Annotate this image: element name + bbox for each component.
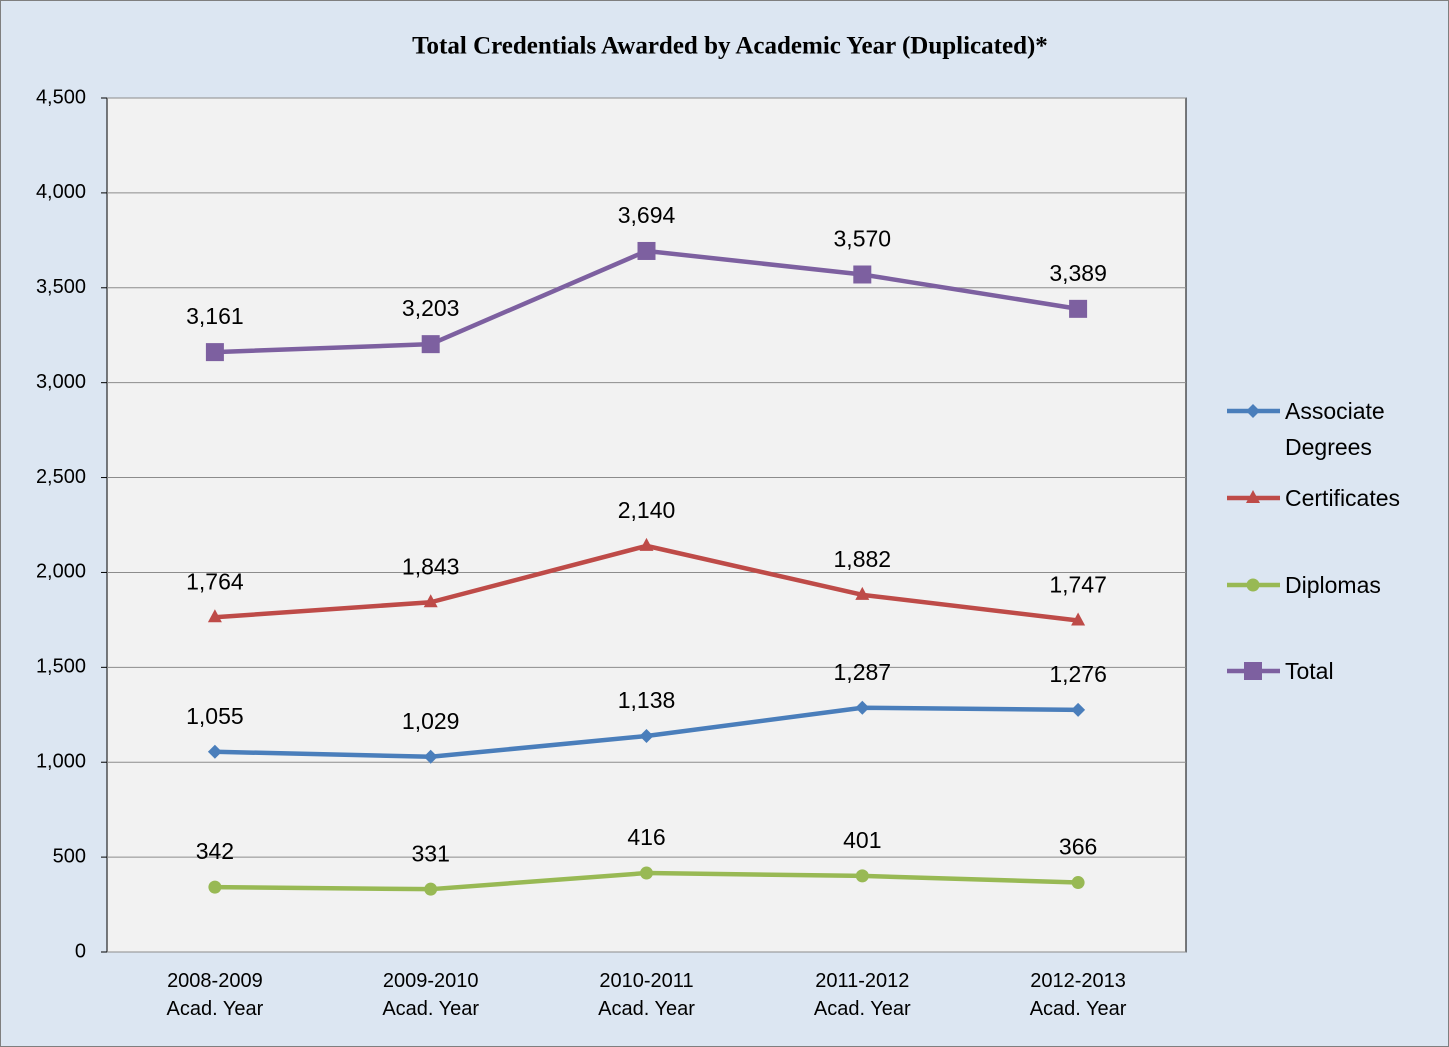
- legend-marker: [1244, 662, 1262, 680]
- marker: [640, 866, 653, 880]
- marker: [208, 880, 222, 894]
- marker: [639, 537, 654, 551]
- marker: [853, 265, 872, 284]
- marker: [424, 882, 438, 896]
- data-label: 1,747: [1049, 572, 1107, 598]
- data-label: 1,764: [186, 568, 244, 594]
- marker: [639, 729, 654, 744]
- x-tick-label: 2010-2011 Acad. Year: [598, 970, 695, 1020]
- x-tick-label: 2011-2012 Acad. Year: [813, 970, 911, 1020]
- data-label: 1,029: [402, 708, 460, 734]
- legend-label: Associate Degrees: [1285, 398, 1385, 460]
- x-tick-label: 2012-2013 Acad. Year: [1029, 970, 1127, 1020]
- marker: [207, 744, 222, 759]
- data-label: 1,138: [618, 687, 676, 713]
- y-tick-label: 0: [75, 940, 86, 962]
- marker: [1071, 876, 1085, 890]
- legend-marker: [1246, 490, 1260, 503]
- y-tick-label: 3,000: [36, 371, 86, 393]
- data-label: 416: [627, 824, 665, 850]
- marker: [855, 869, 869, 883]
- y-tick-label: 2,000: [36, 561, 86, 583]
- x-tick-label: 2008-2009 Acad. Year: [166, 970, 264, 1020]
- data-label: 1,287: [834, 659, 892, 685]
- y-tick-label: 4,000: [36, 181, 86, 203]
- marker: [1071, 612, 1086, 626]
- marker: [1071, 702, 1086, 717]
- legend-marker: [1246, 578, 1260, 592]
- y-tick-label: 2,500: [36, 466, 86, 488]
- marker: [423, 594, 438, 608]
- data-label: 331: [412, 840, 450, 866]
- legend-label: Certificates: [1285, 485, 1401, 511]
- plot-area: [106, 97, 1187, 953]
- data-label: 1,843: [402, 553, 460, 579]
- y-tick-label: 500: [53, 845, 86, 867]
- y-tick-label: 4,500: [36, 86, 86, 108]
- marker: [637, 241, 656, 260]
- legend-marker: [1246, 404, 1260, 418]
- data-label: 1,276: [1049, 661, 1107, 687]
- data-label: 2,140: [618, 497, 676, 523]
- chart-title: Total Credentials Awarded by Academic Ye…: [412, 33, 1048, 60]
- data-label: 3,203: [402, 295, 460, 321]
- data-label: 3,570: [834, 226, 892, 252]
- data-label: 401: [843, 827, 881, 853]
- marker: [207, 609, 222, 623]
- marker: [855, 700, 870, 715]
- x-tick-label: 2009-2010 Acad. Year: [382, 970, 480, 1020]
- y-tick-label: 1,500: [36, 656, 86, 678]
- data-label: 3,694: [618, 202, 676, 228]
- data-label: 342: [196, 838, 234, 864]
- data-label: 1,882: [834, 546, 892, 572]
- y-tick-label: 3,500: [36, 276, 86, 298]
- data-label: 3,161: [186, 303, 244, 329]
- marker: [1069, 299, 1088, 318]
- y-tick-label: 1,000: [36, 751, 86, 773]
- data-label: 1,055: [186, 703, 244, 729]
- data-label: 366: [1059, 834, 1097, 860]
- marker: [855, 586, 870, 600]
- legend-label: Diplomas: [1285, 572, 1381, 598]
- marker: [421, 335, 440, 354]
- data-label: 3,389: [1049, 260, 1107, 286]
- marker: [205, 343, 224, 362]
- legend-label: Total: [1285, 658, 1334, 684]
- marker: [423, 749, 438, 764]
